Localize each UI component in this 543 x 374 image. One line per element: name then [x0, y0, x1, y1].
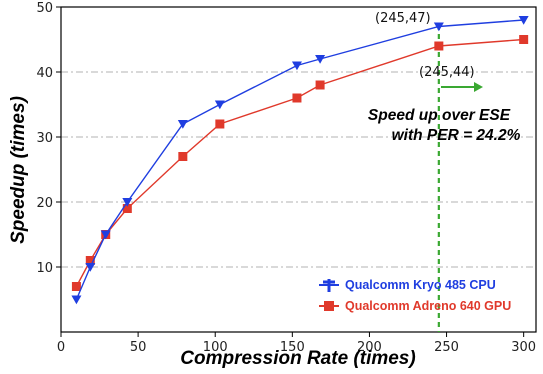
- legend: Qualcomm Kryo 485 CPU Qualcomm Adreno 64…: [319, 278, 511, 313]
- annotation-gpu-point: (245,44): [419, 65, 475, 80]
- series-lines: [71, 16, 528, 304]
- gpu-data-point: [434, 42, 443, 51]
- x-tick-label: 300: [511, 340, 536, 355]
- legend-cpu-label: Qualcomm Kryo 485 CPU: [345, 278, 496, 292]
- legend-item-cpu: Qualcomm Kryo 485 CPU: [319, 278, 496, 292]
- legend-item-gpu: Qualcomm Adreno 640 GPU: [319, 299, 511, 313]
- legend-gpu-marker: [324, 301, 334, 311]
- speedup-arrow: [441, 82, 483, 92]
- y-tick-label: 40: [36, 66, 53, 81]
- y-tick-label: 50: [36, 1, 53, 16]
- x-tick-label: 250: [434, 340, 459, 355]
- y-tick-label: 20: [36, 196, 53, 211]
- annotation-speedup-line2: with PER = 24.2%: [392, 127, 521, 144]
- cpu-data-point: [71, 296, 81, 305]
- y-tick-label: 30: [36, 131, 53, 146]
- gpu-data-point: [292, 94, 301, 103]
- annotation-cpu-point: (245,47): [375, 11, 431, 26]
- x-tick-label: 0: [57, 340, 65, 355]
- cpu-data-point: [215, 101, 225, 110]
- cpu-data-point: [178, 120, 188, 129]
- legend-gpu-label: Qualcomm Adreno 640 GPU: [345, 299, 511, 313]
- y-axis-title: Speedup (times): [8, 96, 29, 244]
- x-axis-title: Compression Rate (times): [180, 348, 415, 369]
- gpu-data-point: [178, 152, 187, 161]
- gpu-data-point: [519, 35, 528, 44]
- y-tick-label: 10: [36, 261, 53, 276]
- cpu-data-point: [292, 62, 302, 71]
- gpu-data-point: [316, 81, 325, 90]
- annotation-speedup-line1: Speed up over ESE: [368, 107, 511, 124]
- x-tick-label: 50: [130, 340, 147, 355]
- y-ticks: 10 20 30 40 50: [36, 1, 61, 276]
- gpu-data-point: [72, 282, 81, 291]
- gpu-data-point: [215, 120, 224, 129]
